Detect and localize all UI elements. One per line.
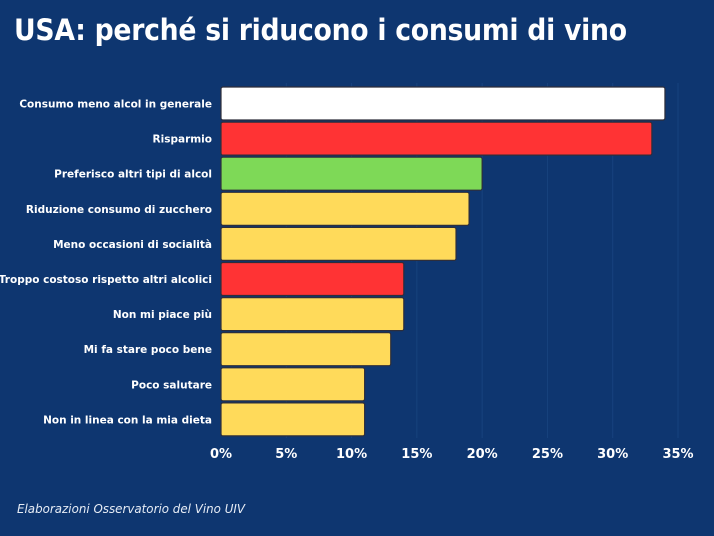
bar	[220, 156, 483, 191]
category-label: Non mi piace più	[113, 309, 212, 321]
category-label: Non in linea con la mia dieta	[43, 414, 212, 426]
category-label: Meno occasioni di socialità	[53, 239, 212, 251]
x-tick-label: 10%	[336, 447, 367, 462]
x-tick-label: 25%	[532, 447, 563, 462]
bar	[220, 86, 666, 121]
x-tick-label: 20%	[467, 447, 498, 462]
category-label: Preferisco altri tipi di alcol	[54, 169, 212, 181]
category-label: Troppo costoso rispetto altri alcolici	[0, 274, 212, 286]
bar	[220, 226, 457, 261]
category-labels: Consumo meno alcol in generale Risparmio P…	[0, 99, 212, 427]
category-label: Risparmio	[153, 134, 212, 146]
category-label: Consumo meno alcol in generale	[19, 99, 212, 111]
chart-title: USA: perché si riducono i consumi di vin…	[14, 13, 627, 47]
source-note: Elaborazioni Osservatorio del Vino UIV	[17, 501, 246, 516]
category-label: Riduzione consumo di zucchero	[26, 204, 212, 216]
category-label: Mi fa stare poco bene	[84, 344, 212, 356]
bars	[220, 86, 666, 437]
category-label: Poco salutare	[131, 379, 212, 391]
bar	[220, 261, 405, 297]
x-axis-tick-labels: 0% 5% 10% 15% 20% 25% 30% 35%	[210, 447, 694, 462]
bar	[220, 332, 392, 367]
bar	[220, 121, 653, 156]
bar	[220, 402, 366, 437]
x-tick-label: 30%	[597, 447, 628, 462]
bar	[220, 297, 405, 332]
bar	[220, 367, 366, 402]
bar	[220, 191, 470, 226]
x-tick-label: 15%	[401, 447, 432, 462]
x-tick-label: 35%	[662, 447, 693, 462]
x-tick-label: 5%	[275, 447, 297, 462]
x-tick-label: 0%	[210, 447, 232, 462]
